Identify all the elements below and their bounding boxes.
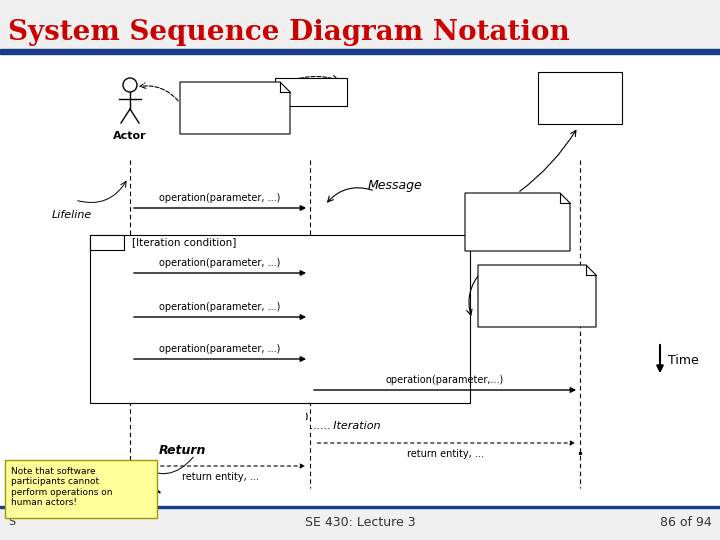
Text: operation(parameter, ...): operation(parameter, ...) <box>159 193 281 203</box>
Bar <box>0 508 720 540</box>
Text: Time: Time <box>668 354 698 367</box>
Polygon shape <box>465 193 570 251</box>
Text: non-human: non-human <box>490 216 546 226</box>
Bar <box>538 72 622 124</box>
Text: System: System <box>554 105 606 118</box>
Text: Lifeline: Lifeline <box>52 210 92 220</box>
Polygon shape <box>180 82 290 134</box>
Text: operation(parameter,...): operation(parameter,...) <box>386 375 504 385</box>
Text: return entity, ...: return entity, ... <box>407 449 483 459</box>
Text: loop: loop <box>97 238 117 247</box>
Polygon shape <box>478 265 596 327</box>
Bar <box>90 235 124 250</box>
Text: actor: actor <box>505 229 530 239</box>
Bar <box>90 235 470 403</box>
Text: interaction.: interaction. <box>207 116 263 126</box>
Text: operation(parameter, ...): operation(parameter, ...) <box>159 258 281 268</box>
Text: «actor»: «actor» <box>563 78 598 87</box>
Text: enclosing groups of: enclosing groups of <box>492 287 581 296</box>
Text: participants  in the: participants in the <box>189 103 282 113</box>
Text: ...... Iteration: ...... Iteration <box>310 421 380 431</box>
Text: Draw rectangle: Draw rectangle <box>503 274 572 284</box>
Text: S: S <box>8 517 15 527</box>
Text: operation(parameter, ...): operation(parameter, ...) <box>159 344 281 354</box>
Text: return entity, ...: return entity, ... <box>181 472 258 482</box>
Bar <box>0 506 720 508</box>
Text: System: System <box>288 85 332 98</box>
Bar <box>275 78 347 106</box>
Text: Return: Return <box>158 443 206 456</box>
Text: This is a: This is a <box>498 203 538 213</box>
Text: operation(parameter, ...): operation(parameter, ...) <box>159 302 281 312</box>
Text: Note that software
participants cannot
perform operations on
human actors!: Note that software participants cannot p… <box>11 467 112 507</box>
Text: SE 430: Lecture 3: SE 430: Lecture 3 <box>305 516 415 529</box>
Text: 86 of 94: 86 of 94 <box>660 516 712 529</box>
Text: System Sequence Diagram Notation: System Sequence Diagram Notation <box>8 19 570 46</box>
Bar <box>0 49 720 54</box>
Bar <box>5 460 157 518</box>
Text: These are: These are <box>211 90 259 100</box>
Text: iterated messages: iterated messages <box>495 300 579 309</box>
Text: [Iteration condition]: [Iteration condition] <box>132 238 236 247</box>
Bar <box>0 0 720 52</box>
Text: Message: Message <box>368 179 423 192</box>
Text: External: External <box>551 91 609 105</box>
Text: Actor: Actor <box>113 131 147 141</box>
